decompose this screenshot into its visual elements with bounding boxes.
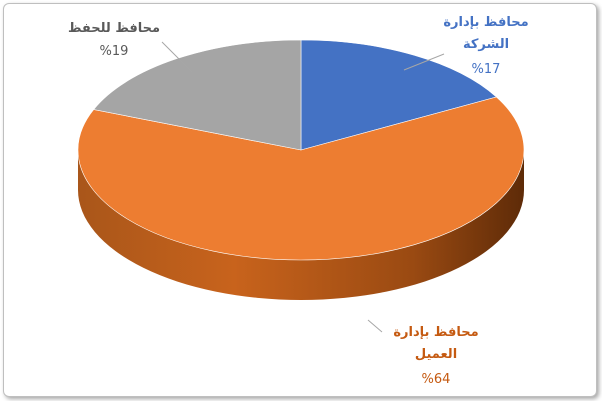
value-label: %64: [421, 372, 451, 387]
leader-line: [403, 53, 445, 71]
chart: [77, 39, 525, 333]
slice-side: [78, 150, 524, 300]
chart-frame: محافظ بإدارة الشركة %17 محافظ بإدارة العمي…: [3, 3, 597, 397]
slice: [93, 39, 302, 151]
slice: [77, 96, 525, 261]
value-label: %19: [99, 44, 129, 59]
category-label: محافظ بإدارة العميل: [393, 325, 479, 362]
category-label: محافظ للحفظ: [67, 21, 161, 36]
value-label: %17: [471, 62, 501, 77]
leader-line: [161, 41, 193, 73]
leader-line: [367, 319, 383, 333]
slice: [300, 39, 498, 151]
category-label: محافظ بإدارة الشركة: [443, 15, 529, 52]
